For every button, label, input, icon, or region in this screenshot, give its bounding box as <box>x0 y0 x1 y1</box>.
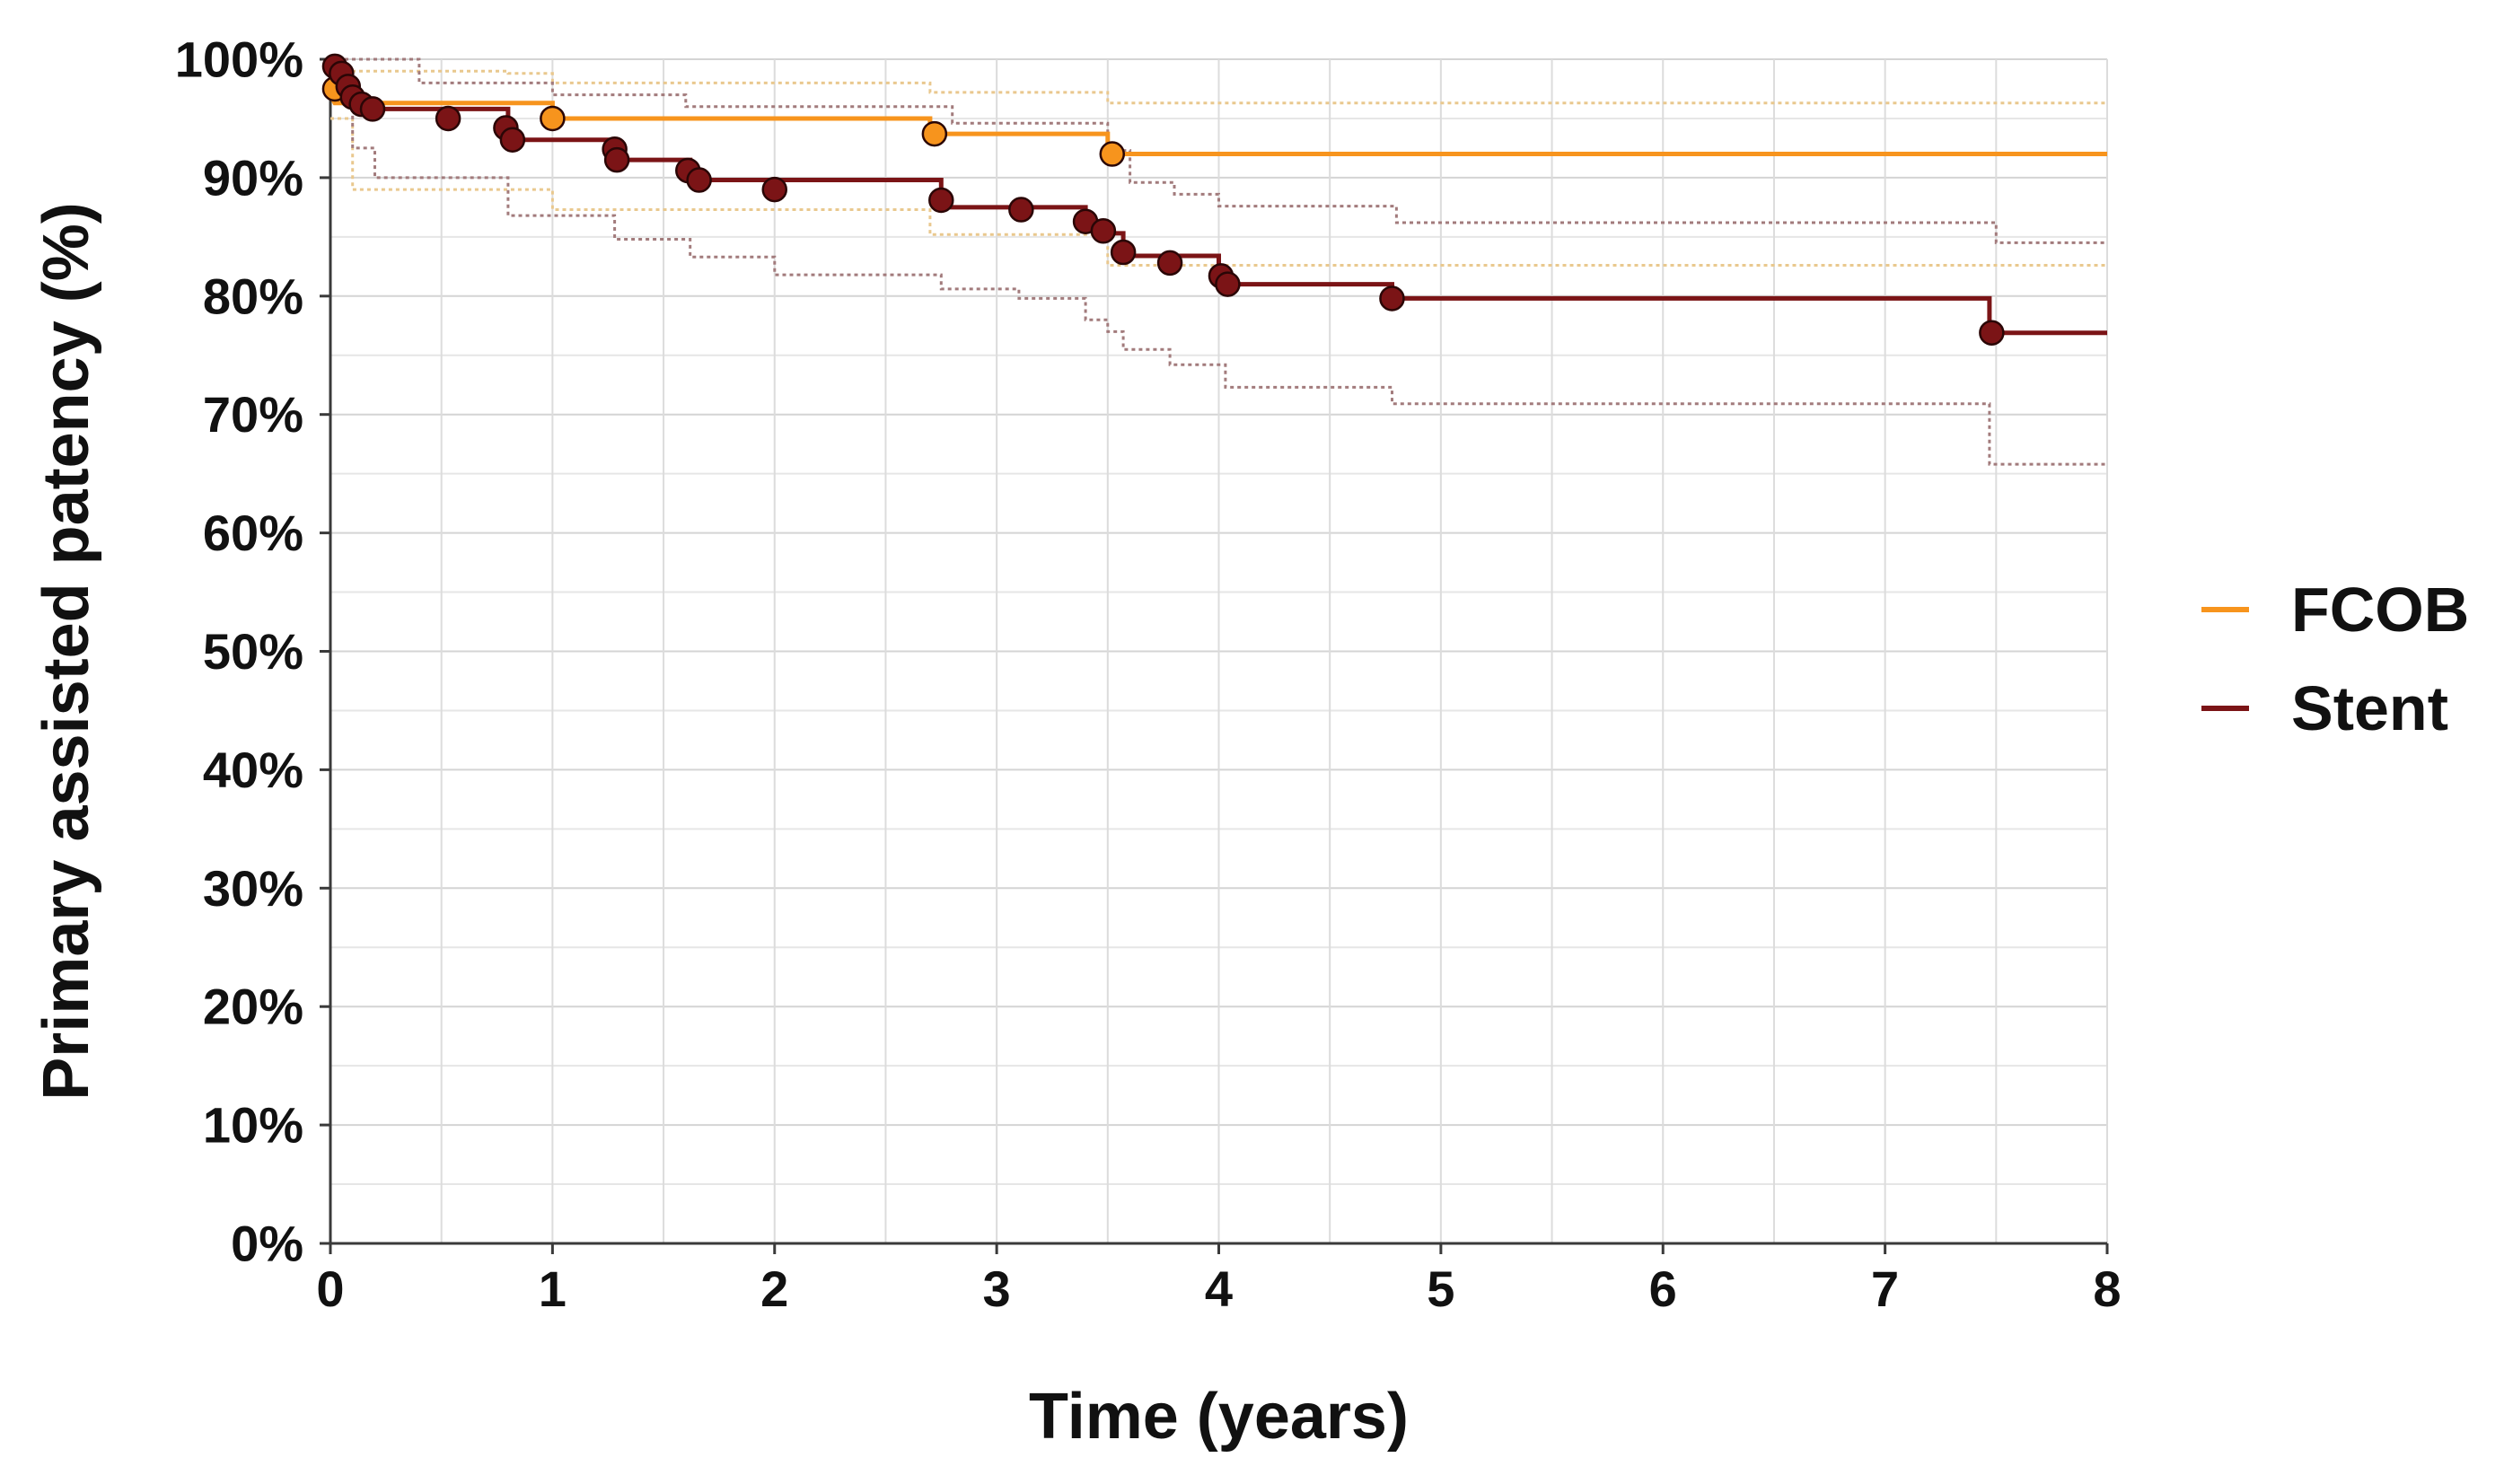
labels-layer: 0% 10% 20% 30% 40% 50% 60% 70% 80% 90% 100% 0 1 2 3 4 5 6… <box>31 31 2122 1453</box>
x-tick-label: 4 <box>1205 1260 1233 1317</box>
legend: FCOB Stent <box>2201 575 2469 743</box>
x-tick-label: 2 <box>760 1260 788 1317</box>
x-tick-label: 1 <box>539 1260 567 1317</box>
y-axis-title: Primary assisted patency (%) <box>31 202 102 1100</box>
stent-censor-marker <box>1008 197 1034 223</box>
y-tick-label: 30% <box>203 860 303 917</box>
stent-censor-marker <box>1979 320 2005 346</box>
stent-censor-marker <box>1156 250 1183 277</box>
fcob-censor-marker <box>921 120 948 147</box>
y-tick-label: 70% <box>203 386 303 443</box>
stent-censor-marker <box>1215 271 1241 297</box>
x-axis-title: Time (years) <box>1029 1381 1409 1453</box>
stent-censor-marker <box>435 105 461 132</box>
stent-censor-marker <box>1090 218 1117 244</box>
x-tick-label: 3 <box>983 1260 1011 1317</box>
stent-censor-marker <box>1379 285 1405 312</box>
stent-ci-lower-line <box>330 93 2107 466</box>
x-tick-label: 8 <box>2093 1260 2121 1317</box>
censor-markers-layer <box>321 53 2005 346</box>
stent-censor-marker <box>359 96 386 122</box>
y-tick-label: 10% <box>203 1097 303 1154</box>
stent-censor-marker <box>1110 239 1137 266</box>
stent-censor-marker <box>761 176 787 203</box>
fcob-ci-lower-line <box>330 117 2107 267</box>
stent-censor-marker <box>928 187 954 214</box>
y-tick-label: 40% <box>203 742 303 798</box>
legend-label-fcob: FCOB <box>2291 575 2469 645</box>
stent-censor-marker <box>499 127 526 153</box>
stent-censor-marker <box>686 167 712 193</box>
x-tick-label: 0 <box>316 1260 344 1317</box>
stent-censor-marker <box>603 146 630 173</box>
y-tick-label: 100% <box>175 31 303 88</box>
fcob-censor-marker <box>540 105 566 132</box>
y-tick-label: 90% <box>203 149 303 206</box>
y-tick-label: 60% <box>203 505 303 561</box>
x-tick-label: 6 <box>1649 1260 1677 1317</box>
fcob-censor-marker <box>1099 141 1126 167</box>
y-tick-label: 50% <box>203 623 303 680</box>
legend-label-stent: Stent <box>2291 673 2448 743</box>
y-tick-label: 0% <box>231 1216 303 1272</box>
y-tick-label: 80% <box>203 268 303 324</box>
fcob-ci-upper-line <box>330 69 2107 105</box>
y-tick-label: 20% <box>203 979 303 1035</box>
axes-layer <box>320 57 2109 1254</box>
x-tick-label: 7 <box>1871 1260 1899 1317</box>
x-tick-label: 5 <box>1427 1260 1454 1317</box>
grid-layer <box>329 58 2108 1244</box>
